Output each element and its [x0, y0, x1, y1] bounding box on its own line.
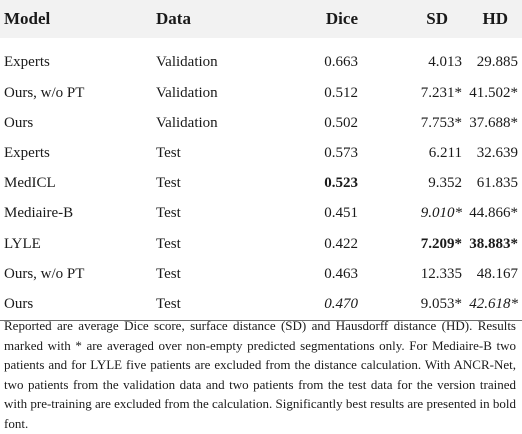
cell-dice: 0.512 [324, 84, 358, 101]
cell-sd: 9.010* [420, 205, 462, 222]
cell-hd: 29.885 [476, 53, 518, 70]
cell-hd: 37.688* [469, 114, 518, 131]
table-row: Experts Validation 0.663 4.013 29.885 [0, 38, 522, 78]
column-header-data: Data [156, 9, 191, 28]
cell-dice: 0.663 [324, 53, 358, 70]
cell-hd: 42.618* [462, 289, 522, 321]
cell-data: Validation [156, 114, 218, 131]
cell-sd: 7.753* [420, 114, 462, 131]
cell-hd: 48.167 [476, 265, 518, 282]
table-row: Experts Test 0.573 6.211 32.639 [0, 138, 522, 168]
cell-hd: 61.835 [476, 175, 518, 192]
cell-hd: 41.502* [469, 84, 518, 101]
cell-sd: 7.231* [420, 84, 462, 101]
cell-model: Experts [4, 53, 50, 70]
cell-sd: 7.209* [420, 235, 462, 252]
table-row: Ours Validation 0.502 7.753* 37.688* [0, 108, 522, 138]
cell-dice: 0.451 [324, 205, 358, 222]
table-row: Mediaire-B Test 0.451 9.010* 44.866* [0, 199, 522, 229]
cell-sd: 12.335 [420, 265, 462, 282]
cell-model: LYLE [4, 235, 41, 252]
cell-data: Test [156, 205, 181, 222]
cell-dice: 0.573 [324, 144, 358, 161]
column-header-hd: HD [482, 9, 509, 28]
results-table: Model Data Dice SD HD Experts Validation… [0, 0, 522, 321]
cell-dice: 0.463 [324, 265, 358, 282]
cell-data: Test [156, 289, 264, 321]
cell-data: Validation [156, 84, 218, 101]
cell-model: Experts [4, 144, 50, 161]
column-header-sd: SD [426, 9, 448, 28]
cell-sd: 9.352 [428, 175, 462, 192]
column-header-dice: Dice [325, 9, 358, 28]
table-row: Ours, w/o PT Test 0.463 12.335 48.167 [0, 259, 522, 289]
cell-data: Validation [156, 53, 218, 70]
cell-sd: 6.211 [428, 144, 462, 161]
column-header-model: Model [4, 9, 51, 28]
cell-data: Test [156, 175, 181, 192]
table-row: Ours Test 0.470 9.053* 42.618* [0, 289, 522, 321]
cell-sd: 4.013 [428, 53, 462, 70]
cell-dice: 0.470 [264, 289, 358, 321]
cell-model: Ours [4, 114, 34, 131]
cell-model: MedICL [4, 175, 56, 192]
table-row: MedICL Test 0.523 9.352 61.835 [0, 169, 522, 199]
cell-dice: 0.502 [324, 114, 358, 131]
cell-sd: 9.053* [358, 289, 462, 321]
cell-data: Test [156, 144, 181, 161]
table-caption: Reported are average Dice score, surface… [4, 318, 516, 431]
cell-model: Ours [0, 289, 156, 321]
cell-hd: 44.866* [469, 205, 518, 222]
header-background [0, 0, 522, 38]
cell-dice: 0.523 [324, 175, 358, 192]
cell-hd: 38.883* [469, 235, 518, 252]
cell-model: Ours, w/o PT [4, 84, 85, 101]
table-row: LYLE Test 0.422 7.209* 38.883* [0, 229, 522, 259]
cell-model: Ours, w/o PT [4, 265, 85, 282]
table-header-row: Model Data Dice SD HD [0, 0, 522, 38]
cell-data: Test [156, 235, 181, 252]
cell-data: Test [156, 265, 181, 282]
cell-hd: 32.639 [476, 144, 518, 161]
cell-model: Mediaire-B [4, 205, 74, 222]
table-row: Ours, w/o PT Validation 0.512 7.231* 41.… [0, 78, 522, 108]
cell-dice: 0.422 [324, 235, 358, 252]
